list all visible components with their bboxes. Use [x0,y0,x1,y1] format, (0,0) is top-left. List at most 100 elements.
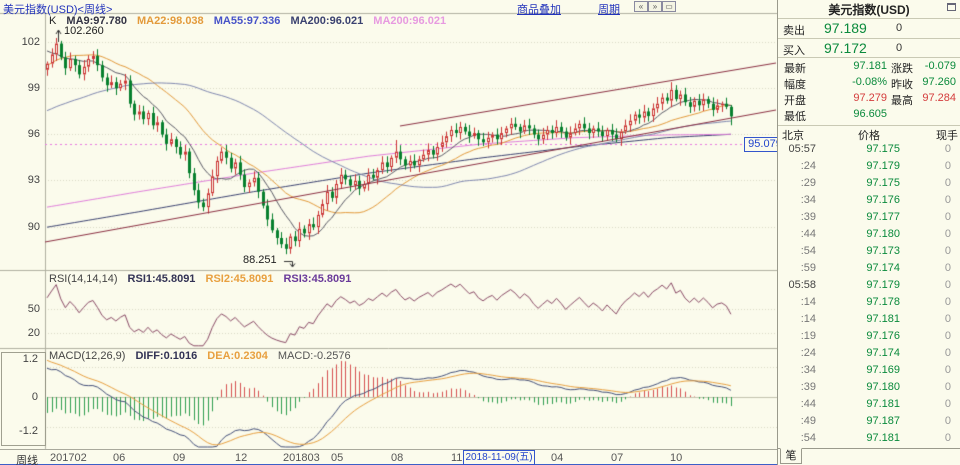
tick-row[interactable]: :19 97.176 0 [778,330,960,347]
macd-y-tick: -1.2 [19,425,38,437]
rsi-y-tick: 20 [27,327,40,339]
quote-panel: 美元指数(USD) 卖出 97.189 0 买入 97.172 0 最新 97.1… [777,0,960,465]
tick-price: 97.178 [866,296,900,308]
stat-label: 开盘 [784,95,806,107]
tick-volume: 0 [944,177,951,189]
x-axis: 周线 201702 06 09 12 201803 05 08 11 04 07 10 2018-1… [0,449,778,465]
tick-volume: 0 [944,296,951,308]
legend-ma200b: MA200:96.021 [373,15,447,27]
tick-volume: 0 [944,245,951,257]
tick-volume: 0 [944,228,951,240]
list-header: 北京 [782,130,804,142]
tick-row[interactable]: :14 97.181 0 [778,313,960,330]
legend-rsi-name: RSI(14,14,14) [49,273,118,285]
tick-row[interactable]: :24 97.174 0 [778,347,960,364]
stat-label: 最高 [891,95,913,107]
tick-price: 97.181 [866,398,900,410]
tick-volume: 0 [944,211,951,223]
sell-label: 卖出 [783,25,805,37]
x-axis-label: 05 [331,452,344,464]
tick-time: :39 [800,211,816,223]
chart-title: 美元指数(USD)<周线> [3,4,113,16]
tick-row[interactable]: 05:58 97.179 0 [778,279,960,296]
tick-time: :54 [800,432,816,444]
tick-tab[interactable]: 笔 [780,448,802,464]
legend-k: K [49,15,57,27]
overlay-link[interactable]: 商品叠加 [517,4,561,16]
tick-price: 97.180 [866,381,900,393]
tick-row[interactable]: :34 97.169 0 [778,364,960,381]
main-y-tick: 93 [27,174,40,186]
list-header: 价格 [858,130,880,142]
tick-volume: 0 [944,143,951,155]
tick-row[interactable]: :44 97.181 0 [778,398,960,415]
tick-price: 97.179 [866,160,900,172]
legend-macd-name: MACD(12,26,9) [49,350,126,362]
macd-legend: MACD(12,26,9) DIFF:0.1016 DEA:0.2304 MAC… [49,350,358,362]
sell-volume: 0 [896,22,903,34]
tick-row[interactable]: 05:57 97.175 0 [778,143,960,160]
tick-price: 97.174 [866,262,900,274]
tick-volume: 0 [944,347,951,359]
tick-time: :19 [800,330,816,342]
x-axis-label: 11 [451,452,463,464]
window-button[interactable]: ▭ [662,1,676,12]
tick-price: 97.187 [866,415,900,427]
period-link[interactable]: 周期 [598,4,620,16]
tick-row[interactable]: :59 97.174 0 [778,262,960,279]
macd-axis-box [1,352,46,446]
tick-row[interactable]: :24 97.179 0 [778,160,960,177]
tick-row[interactable]: :34 97.176 0 [778,194,960,211]
tick-price: 97.175 [866,143,900,155]
legend-ma200a: MA200:96.021 [290,15,364,27]
tick-row[interactable]: :39 97.180 0 [778,381,960,398]
tick-row[interactable]: :14 97.178 0 [778,296,960,313]
legend-rsi1: RSI1:45.8091 [127,273,196,285]
tick-volume: 0 [944,415,951,427]
tick-time: :24 [800,160,816,172]
tick-row[interactable]: :54 97.173 0 [778,245,960,262]
tick-row[interactable]: :54 97.181 0 [778,432,960,449]
tick-price: 97.181 [866,313,900,325]
tick-time: :44 [800,228,816,240]
tick-time: :14 [800,313,816,325]
scroll-left-button[interactable]: « [634,1,648,12]
legend-rsi2: RSI2:45.8091 [205,273,274,285]
stat-value: -0.08% [852,76,887,88]
stat-label: 昨收 [891,79,913,91]
tick-time: :29 [800,177,816,189]
tick-row[interactable]: :39 97.177 0 [778,211,960,228]
main-y-tick: 96 [27,128,40,140]
legend-diff: DIFF:0.1016 [135,350,198,362]
tick-time: :14 [800,296,816,308]
scroll-right-button[interactable]: » [648,1,662,12]
macd-y-tick: 1.2 [22,353,38,365]
tick-row[interactable]: :49 97.187 0 [778,415,960,432]
tick-row[interactable]: :44 97.180 0 [778,228,960,245]
x-axis-label: 201803 [283,452,320,464]
list-header: 现手 [936,130,958,142]
tick-price: 97.174 [866,347,900,359]
tick-row[interactable]: :29 97.175 0 [778,177,960,194]
tick-volume: 0 [944,381,951,393]
stat-label: 最低 [784,111,806,123]
x-axis-label: 12 [235,452,248,464]
tick-price: 97.179 [866,279,900,291]
macd-y-tick: 0 [31,391,38,403]
tick-price: 97.177 [866,211,900,223]
x-axis-label: 07 [611,452,624,464]
x-axis-label: 10 [670,452,683,464]
price-line-tag: 95.079 [744,137,786,152]
x-axis-label: 201702 [50,452,87,464]
tick-price: 97.169 [866,364,900,376]
rsi-y-tick: 50 [27,303,40,315]
window-restore-icon[interactable] [947,3,956,11]
legend-ma22: MA22:98.038 [137,15,204,27]
legend-ma9: MA9:97.780 [66,15,127,27]
tick-volume: 0 [944,262,951,274]
tick-time: :34 [800,364,816,376]
stat-value: 97.284 [922,92,956,104]
x-axis-label: 08 [391,452,404,464]
tick-time: :49 [800,415,816,427]
tick-time: :54 [800,245,816,257]
